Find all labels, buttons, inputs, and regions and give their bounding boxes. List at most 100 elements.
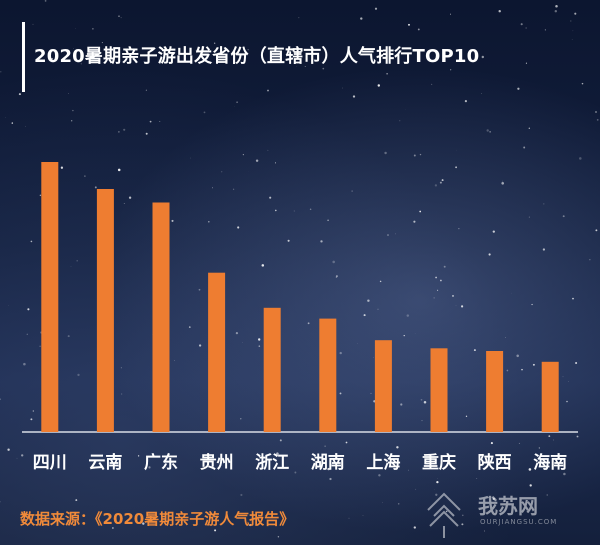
star bbox=[379, 280, 382, 283]
star bbox=[455, 166, 457, 169]
star bbox=[0, 398, 1, 400]
star bbox=[47, 58, 49, 60]
star bbox=[579, 157, 582, 160]
star bbox=[242, 342, 243, 343]
star bbox=[94, 186, 97, 189]
star bbox=[80, 63, 82, 65]
star bbox=[76, 260, 78, 262]
star bbox=[212, 187, 213, 189]
star bbox=[572, 30, 574, 32]
star bbox=[30, 418, 33, 421]
bar-5 bbox=[319, 318, 337, 432]
star bbox=[348, 517, 350, 519]
watermark-subtext: OURJIANGSU.COM bbox=[480, 518, 558, 526]
star bbox=[528, 216, 530, 218]
category-label: 海南 bbox=[533, 452, 567, 473]
star bbox=[525, 62, 527, 64]
star bbox=[214, 529, 217, 532]
star bbox=[137, 455, 140, 457]
star bbox=[461, 305, 464, 308]
star bbox=[441, 179, 444, 182]
star bbox=[568, 381, 569, 382]
star bbox=[118, 131, 120, 133]
star bbox=[462, 514, 464, 517]
star bbox=[145, 132, 148, 135]
star bbox=[261, 264, 265, 267]
star bbox=[415, 488, 417, 490]
star bbox=[67, 93, 69, 94]
star bbox=[123, 203, 125, 204]
star bbox=[32, 23, 34, 25]
star bbox=[458, 228, 460, 230]
star bbox=[0, 501, 1, 503]
star bbox=[32, 410, 34, 412]
star bbox=[465, 415, 468, 417]
star bbox=[235, 331, 239, 335]
star bbox=[575, 361, 578, 365]
category-label: 陕西 bbox=[478, 452, 512, 473]
star bbox=[435, 276, 437, 279]
star bbox=[572, 297, 574, 300]
star bbox=[362, 514, 364, 516]
star bbox=[589, 259, 591, 261]
star bbox=[120, 17, 122, 19]
star bbox=[413, 526, 416, 529]
star bbox=[517, 87, 520, 90]
star bbox=[190, 157, 191, 159]
star bbox=[49, 51, 52, 54]
star bbox=[531, 303, 533, 306]
star bbox=[112, 527, 114, 529]
star bbox=[324, 445, 326, 447]
star bbox=[101, 42, 103, 44]
star bbox=[501, 182, 505, 185]
star bbox=[542, 248, 546, 251]
star bbox=[403, 334, 405, 337]
star bbox=[39, 345, 41, 347]
star bbox=[488, 253, 491, 256]
star bbox=[198, 288, 201, 291]
star bbox=[258, 338, 261, 341]
star bbox=[75, 499, 78, 502]
star bbox=[117, 168, 121, 172]
star bbox=[335, 276, 338, 278]
star bbox=[342, 87, 344, 89]
star bbox=[73, 48, 74, 49]
star bbox=[596, 119, 599, 121]
star bbox=[532, 363, 535, 366]
star bbox=[492, 497, 495, 501]
star bbox=[492, 230, 495, 233]
star bbox=[595, 111, 597, 113]
star bbox=[581, 82, 584, 85]
data-source-note: 数据来源：《2020暑期亲子游人气报告》 bbox=[20, 510, 295, 528]
star bbox=[443, 52, 446, 55]
star bbox=[413, 220, 416, 223]
star bbox=[26, 333, 28, 335]
star bbox=[506, 369, 509, 372]
watermark-text: 我苏网 bbox=[478, 494, 538, 518]
star bbox=[563, 472, 566, 476]
category-label: 广东 bbox=[144, 452, 178, 473]
star bbox=[544, 29, 547, 31]
star bbox=[408, 23, 410, 26]
star bbox=[16, 457, 18, 459]
star bbox=[473, 349, 476, 352]
star bbox=[486, 129, 489, 132]
category-label: 浙江 bbox=[255, 452, 289, 473]
star bbox=[84, 175, 86, 177]
bar-4 bbox=[263, 307, 281, 432]
star bbox=[555, 4, 558, 8]
star bbox=[71, 120, 73, 122]
star bbox=[67, 335, 70, 338]
star bbox=[128, 196, 132, 199]
star bbox=[159, 120, 161, 122]
star bbox=[505, 337, 507, 338]
star bbox=[77, 373, 80, 377]
star bbox=[543, 203, 545, 205]
star bbox=[374, 7, 378, 10]
category-label: 重庆 bbox=[422, 452, 456, 473]
star bbox=[294, 471, 297, 474]
star bbox=[11, 122, 14, 124]
star bbox=[208, 221, 210, 223]
star bbox=[174, 360, 175, 361]
star bbox=[198, 344, 202, 347]
